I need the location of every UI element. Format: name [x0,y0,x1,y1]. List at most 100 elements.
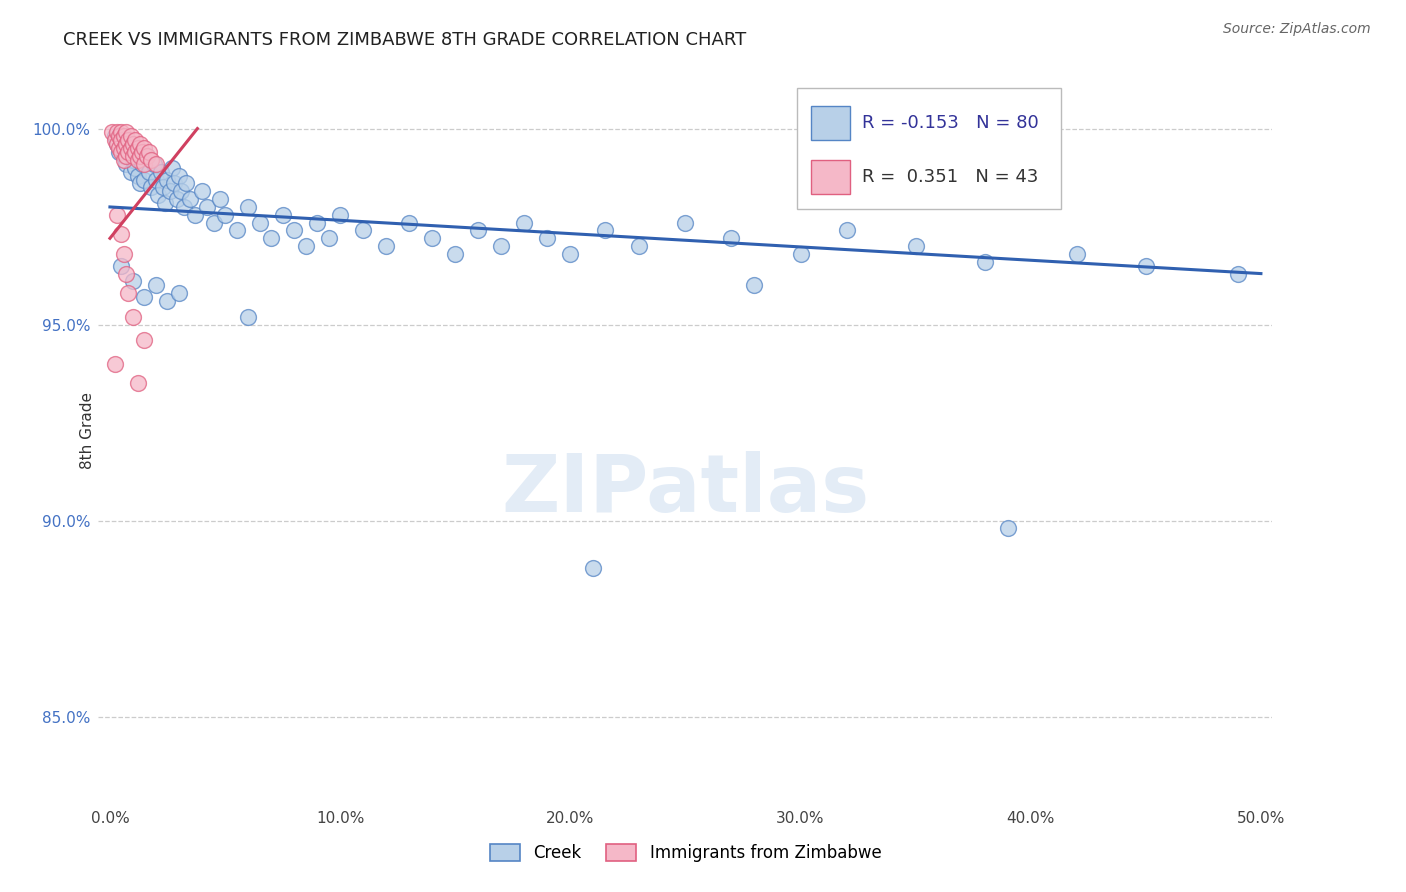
Point [134,172,156,186]
Point [105,208,128,222]
Point [103,129,125,144]
Point [110,133,132,147]
Point [593,223,616,237]
Point [127,153,149,167]
Point [179,192,201,206]
Point [127,376,149,391]
Point [904,239,927,253]
Point [103,133,125,147]
Point [513,216,536,230]
Point [105,125,128,139]
Point [420,231,443,245]
Point [174,177,197,191]
Point [138,164,160,178]
Y-axis label: 8th Grade: 8th Grade [80,392,94,469]
Point [352,223,374,237]
Point [115,157,138,171]
Point [997,521,1019,535]
Point [249,216,271,230]
Point [134,290,156,304]
Point [260,231,283,245]
Point [117,286,139,301]
Point [167,169,190,183]
Point [105,137,128,152]
Point [124,133,146,147]
Point [122,149,145,163]
Point [1066,247,1088,261]
Point [122,310,145,324]
Point [1135,259,1157,273]
Point [124,161,146,175]
Point [127,169,149,183]
Point [491,239,513,253]
Point [294,239,316,253]
Point [120,164,142,178]
Point [145,157,167,171]
Point [329,208,352,222]
Point [156,172,179,186]
Point [628,239,651,253]
Text: CREEK VS IMMIGRANTS FROM ZIMBABWE 8TH GRADE CORRELATION CHART: CREEK VS IMMIGRANTS FROM ZIMBABWE 8TH GR… [63,31,747,49]
Point [117,133,139,147]
Point [307,216,329,230]
Point [134,333,156,347]
Point [789,247,811,261]
Point [131,145,153,159]
Point [209,192,232,206]
Point [108,141,131,155]
Point [153,196,176,211]
Point [170,184,193,198]
Point [105,137,128,152]
Point [112,247,135,261]
Point [195,200,218,214]
Point [184,208,207,222]
Point [112,129,135,144]
Point [134,141,156,155]
Point [142,157,165,171]
Point [145,278,167,293]
Point [138,145,160,159]
Point [148,188,170,202]
Point [283,223,305,237]
Legend: Creek, Immigrants from Zimbabwe: Creek, Immigrants from Zimbabwe [482,838,889,869]
Point [160,161,183,175]
Point [560,247,582,261]
Text: R =  0.351   N = 43: R = 0.351 N = 43 [862,169,1038,186]
Point [110,125,132,139]
Point [122,153,145,167]
Point [112,141,135,155]
Point [128,137,150,152]
Point [115,267,138,281]
Point [202,216,225,230]
Point [110,259,132,273]
Point [115,137,138,152]
Point [110,145,132,159]
Point [128,149,150,163]
Point [720,231,742,245]
Point [141,153,163,167]
Point [159,184,181,198]
Point [112,153,135,167]
Point [145,172,167,186]
Point [120,129,142,144]
Point [131,157,153,171]
Point [122,137,145,152]
Point [173,200,195,214]
Point [128,177,150,191]
Point [117,145,139,159]
Point [149,164,172,178]
Point [112,149,135,163]
Point [973,255,995,269]
Point [467,223,489,237]
Point [167,286,190,301]
Point [1226,267,1249,281]
Point [271,208,294,222]
Point [120,141,142,155]
Point [135,149,157,163]
Point [214,208,236,222]
Point [103,357,125,371]
Point [152,180,174,194]
Point [108,145,131,159]
Point [122,274,145,288]
Text: R = -0.153   N = 80: R = -0.153 N = 80 [862,114,1039,132]
